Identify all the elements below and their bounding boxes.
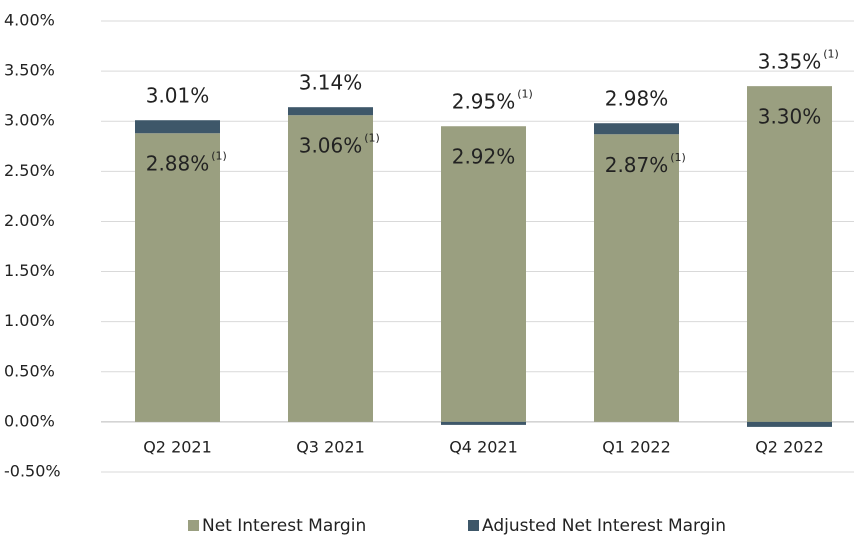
- bar-segment: [441, 126, 526, 422]
- y-tick-label: 0.00%: [4, 411, 55, 430]
- footnote-mark: (1): [670, 151, 686, 164]
- data-label: 3.35%: [758, 50, 822, 74]
- bar-segment: [288, 115, 373, 422]
- data-label: 2.88%: [146, 152, 210, 176]
- footnote-mark: (1): [364, 132, 380, 145]
- data-label: 2.87%: [605, 153, 669, 177]
- y-tick-label: 4.00%: [4, 11, 55, 30]
- y-tick-label: -0.50%: [4, 462, 61, 481]
- x-tick-label: Q2 2022: [755, 437, 824, 456]
- data-label: 2.95%: [452, 90, 516, 114]
- x-tick-label: Q4 2021: [449, 437, 518, 456]
- data-label: 2.92%: [452, 145, 516, 169]
- bar-segment: [288, 107, 373, 116]
- y-tick-label: 2.50%: [4, 161, 55, 180]
- bar-segment: [594, 134, 679, 422]
- footnote-mark: (1): [823, 48, 839, 61]
- y-tick-label: 1.50%: [4, 261, 55, 280]
- bar-segment: [441, 421, 526, 425]
- bar-segment: [594, 123, 679, 135]
- footnote-mark: (1): [517, 88, 533, 101]
- legend-label: Net Interest Margin: [202, 516, 366, 536]
- x-tick-label: Q1 2022: [602, 437, 671, 456]
- bar-segment: [747, 421, 832, 427]
- y-tick-label: 2.00%: [4, 211, 55, 230]
- data-label: 3.06%: [299, 134, 363, 158]
- x-tick-label: Q2 2021: [143, 437, 212, 456]
- data-label: 2.98%: [605, 87, 669, 111]
- y-tick-label: 1.00%: [4, 311, 55, 330]
- legend-label: Adjusted Net Interest Margin: [482, 516, 726, 536]
- footnote-mark: (1): [211, 150, 227, 163]
- legend-swatch: [188, 520, 199, 531]
- bar-segment: [135, 133, 220, 422]
- x-tick-label: Q3 2021: [296, 437, 365, 456]
- data-label: 3.01%: [146, 84, 210, 108]
- data-label: 3.14%: [299, 71, 363, 95]
- data-label: 3.30%: [758, 105, 822, 129]
- bar-segment: [135, 120, 220, 134]
- bar-segment: [747, 86, 832, 422]
- y-tick-label: 0.50%: [4, 361, 55, 380]
- y-tick-label: 3.00%: [4, 111, 55, 130]
- y-tick-label: 3.50%: [4, 61, 55, 80]
- legend-swatch: [468, 520, 479, 531]
